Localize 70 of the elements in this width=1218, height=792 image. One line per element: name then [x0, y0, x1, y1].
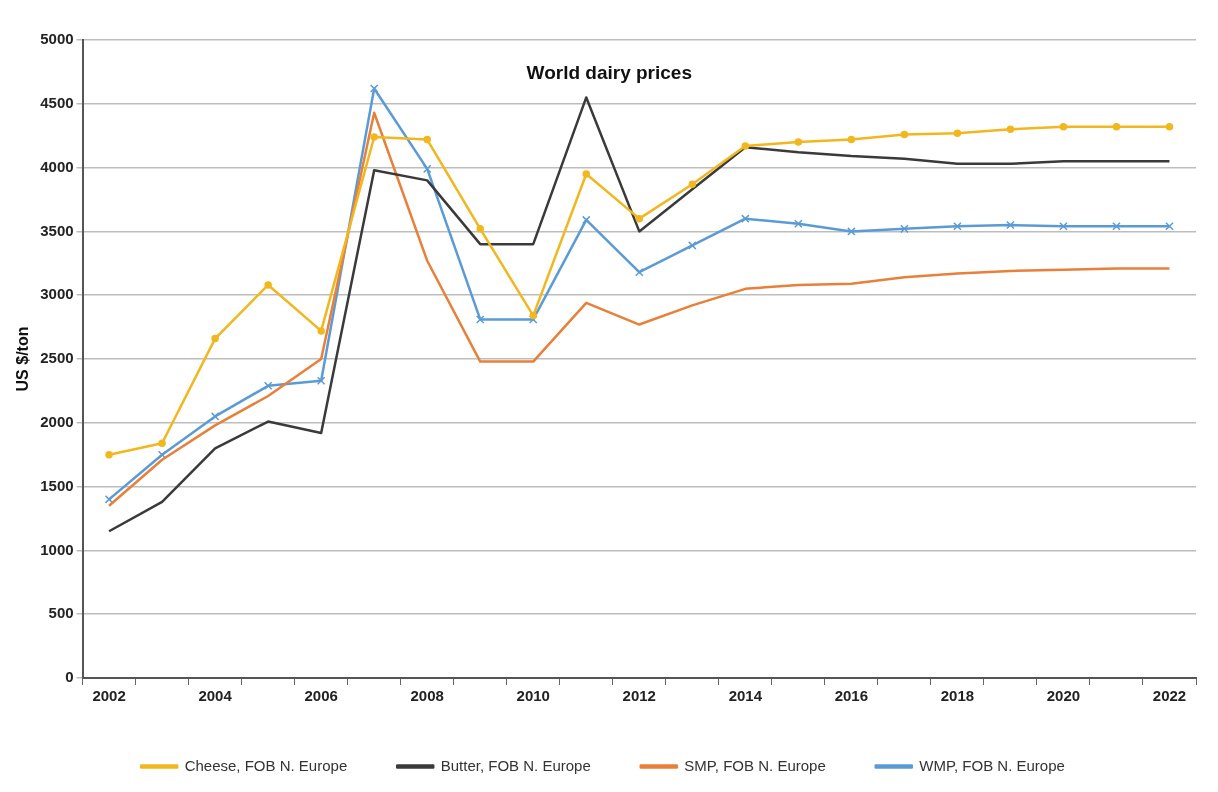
point: [475, 315, 485, 324]
point: [1059, 222, 1068, 231]
x-tick-label: 2008: [410, 687, 444, 705]
point: [847, 227, 856, 236]
y-tick-label: 0: [65, 668, 74, 686]
x-tick-label: 2016: [834, 687, 869, 705]
point: [316, 376, 326, 385]
text: World dairy prices: [526, 62, 692, 84]
point: [157, 450, 167, 459]
y-axis-title: US $/ton: [14, 326, 32, 392]
point: [953, 129, 962, 137]
point: [794, 138, 803, 146]
point: [476, 225, 484, 233]
y-tick-label: 2000: [40, 412, 74, 430]
point: [581, 215, 591, 225]
x-tick-label: 2002: [92, 687, 126, 705]
x-tick-label: 2010: [516, 687, 550, 705]
point: [210, 412, 220, 421]
point: [635, 267, 644, 277]
point: [688, 241, 697, 250]
point: [1006, 125, 1015, 134]
point: [1112, 222, 1121, 231]
point: [741, 214, 750, 223]
y-tick-label: 1500: [40, 476, 74, 494]
legend-label: Cheese, FOB N. Europe: [184, 756, 348, 774]
x-tick-label: 2006: [304, 687, 338, 705]
point: [105, 450, 113, 459]
point: [370, 133, 378, 141]
x-tick-label: 2004: [198, 687, 233, 705]
point: [582, 170, 591, 178]
point: [264, 281, 272, 289]
point: [528, 315, 538, 324]
x-tick-label: 2020: [1046, 687, 1081, 705]
point: [158, 439, 166, 447]
y-tick-label: 1000: [40, 540, 74, 558]
point: [900, 224, 909, 234]
point: [741, 142, 750, 150]
y-tick-label: 4500: [40, 93, 74, 111]
legend-label: Butter, FOB N. Europe: [440, 756, 591, 774]
x-tick-label: 2014: [728, 687, 763, 705]
point: [1112, 123, 1121, 131]
point: [1165, 222, 1174, 231]
point: [422, 164, 432, 174]
point: [953, 222, 962, 231]
legend-label: SMP, FOB N. Europe: [684, 756, 826, 774]
point: [263, 381, 273, 391]
point: [900, 130, 909, 139]
y-tick-label: 3500: [40, 221, 74, 239]
legend-label: WMP, FOB N. Europe: [919, 756, 1065, 774]
point: [369, 84, 379, 93]
x-tick-label: 2018: [940, 687, 975, 705]
point: [423, 135, 431, 144]
point: [688, 180, 697, 188]
point: [317, 327, 325, 335]
point: [1165, 123, 1174, 131]
x-tick-label: 2012: [622, 687, 656, 705]
y-tick-label: 3000: [40, 285, 74, 303]
y-tick-label: 500: [48, 604, 74, 622]
x-tick-label: 2022: [1152, 687, 1187, 705]
y-tick-label: 5000: [40, 30, 74, 48]
point: [104, 495, 114, 504]
point: [211, 334, 219, 343]
point: [1059, 123, 1068, 131]
point: [794, 219, 803, 229]
point: [1006, 220, 1015, 230]
point: [635, 214, 644, 223]
point: [529, 311, 537, 320]
point: [847, 135, 856, 144]
y-tick-label: 2500: [40, 349, 74, 367]
y-tick-label: 4000: [40, 157, 74, 175]
